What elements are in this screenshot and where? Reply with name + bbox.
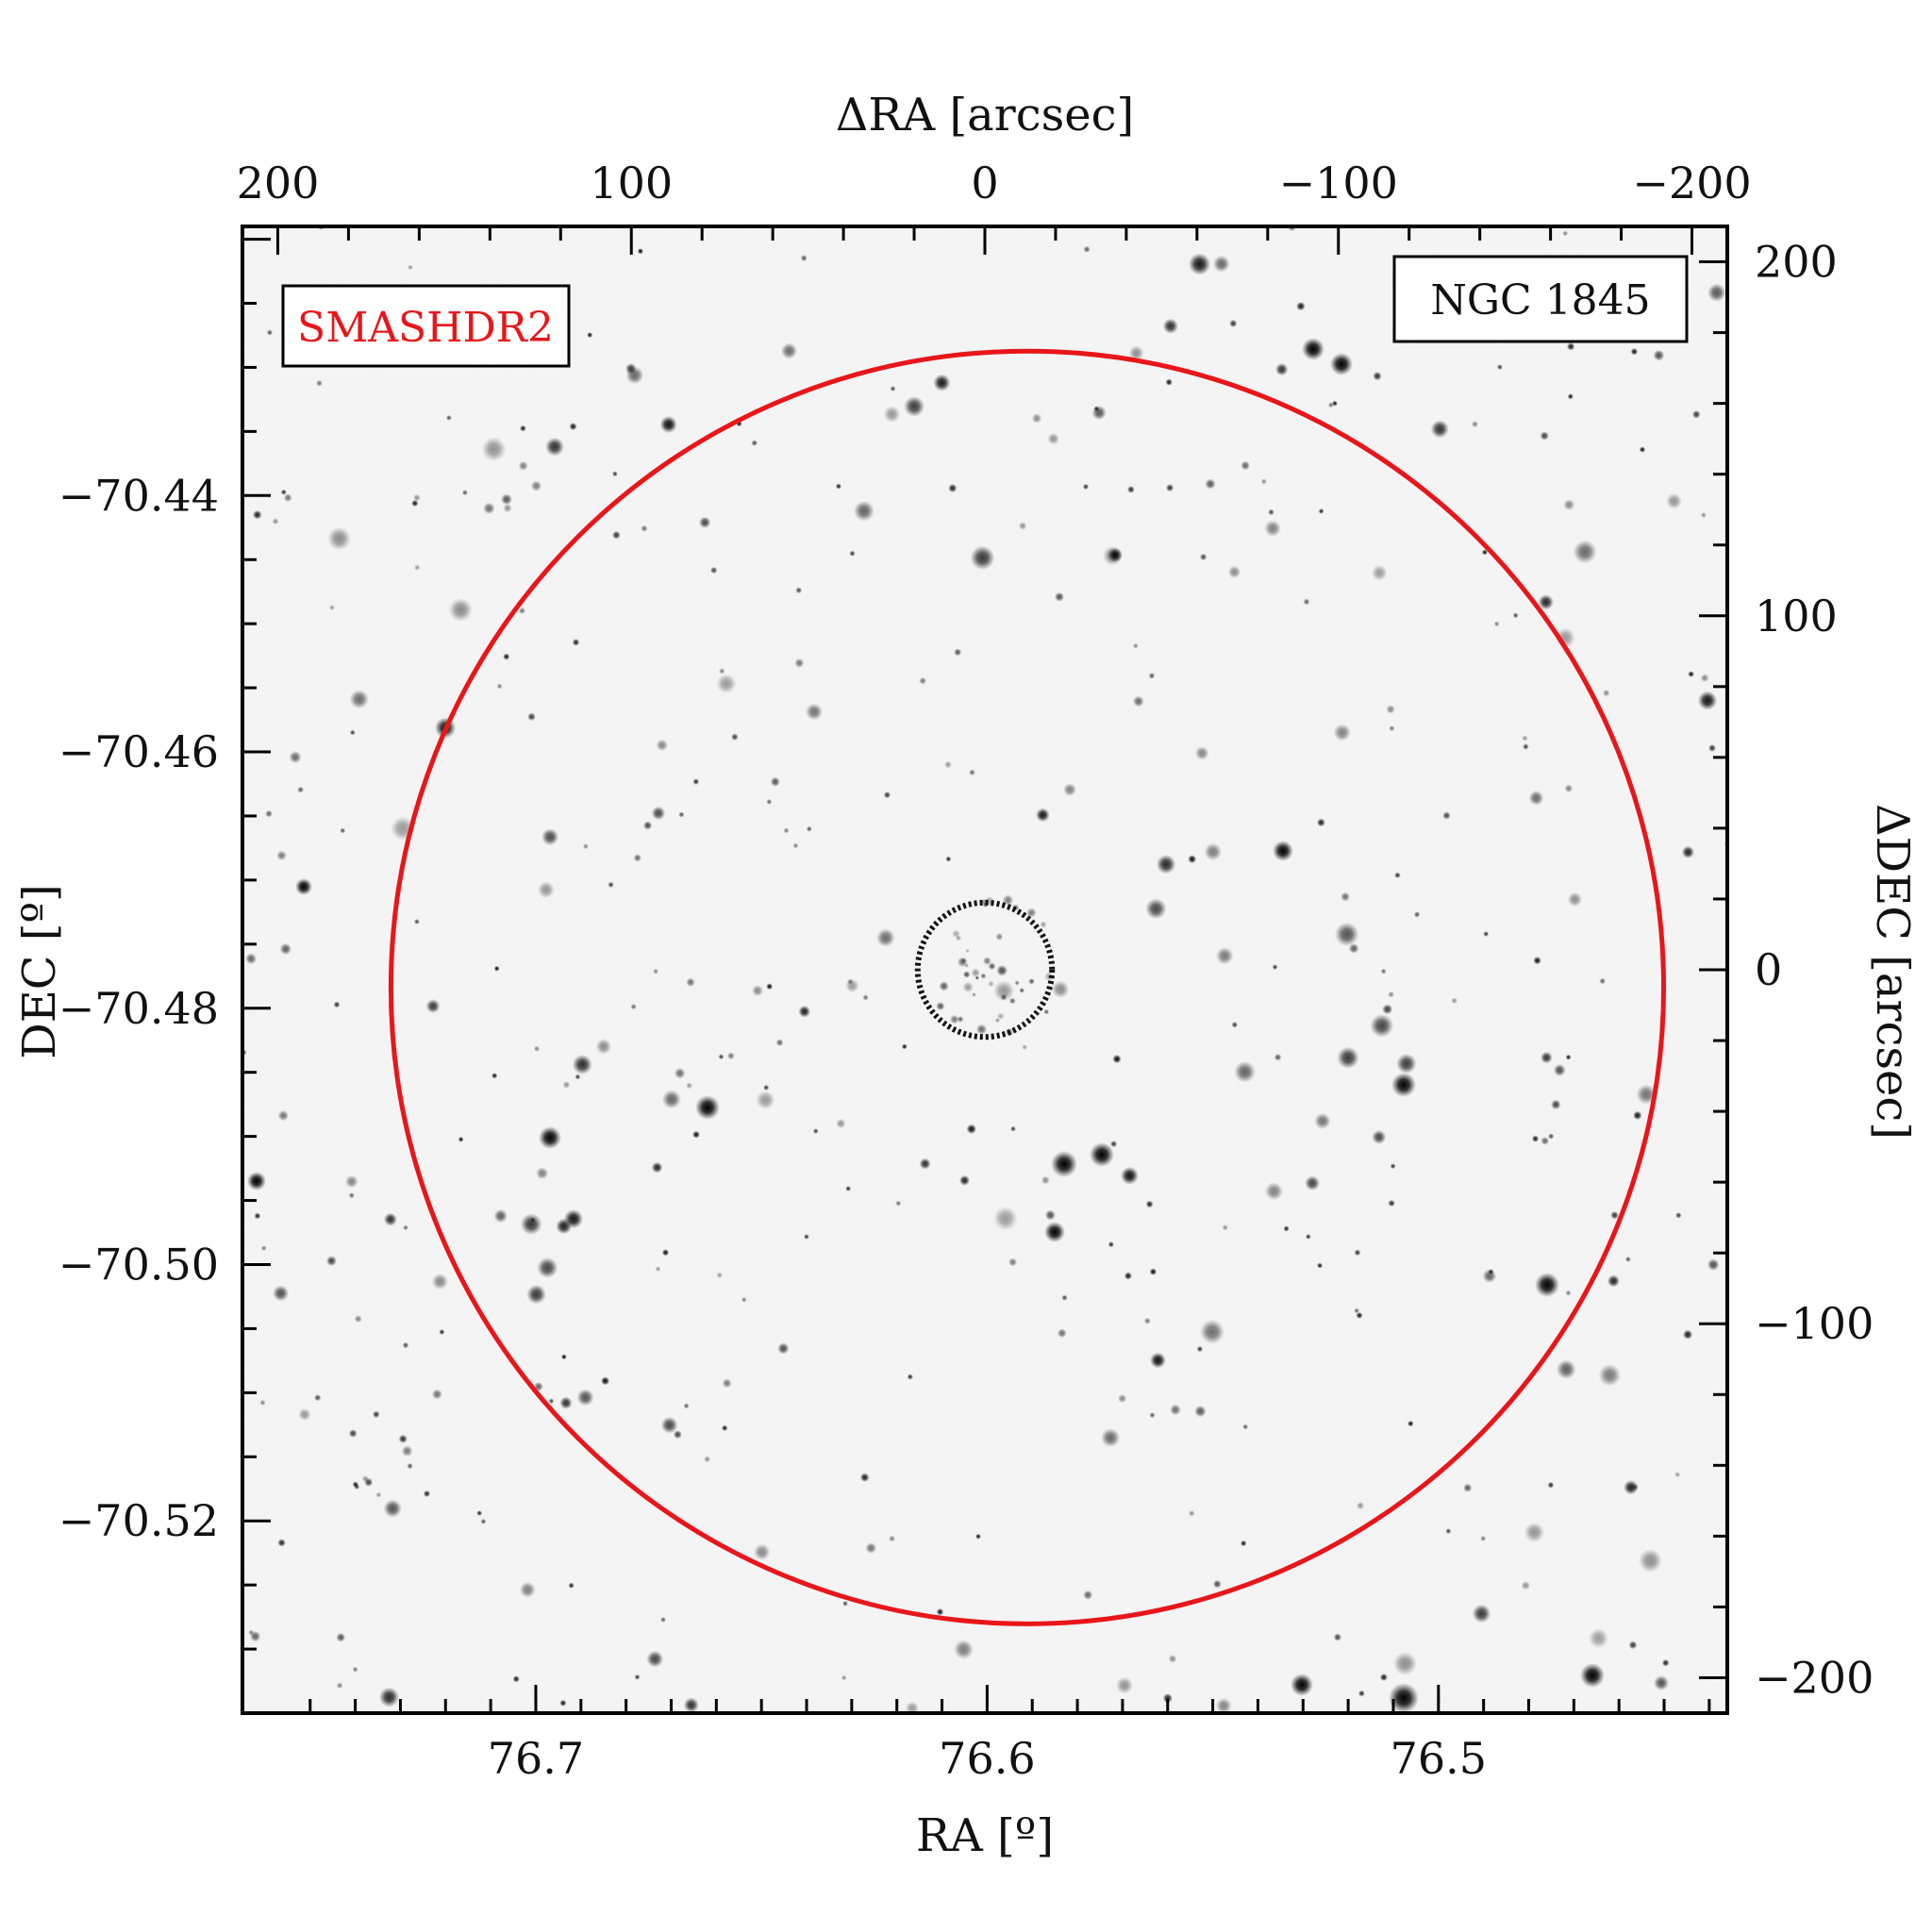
object-label: NGC 1845 bbox=[1430, 276, 1650, 325]
large-circle-region bbox=[388, 348, 1667, 1626]
left-tick-label: −70.50 bbox=[58, 1239, 219, 1290]
top-tick-label: 100 bbox=[590, 158, 673, 208]
left-tick-label: −70.52 bbox=[58, 1495, 219, 1546]
tick-labels: 76.7 76.6 76.5 −70.44 −70.46 −70.48 −70.50 −70.… bbox=[58, 158, 1874, 1784]
bottom-axis-title: RA [º] bbox=[916, 1809, 1054, 1862]
top-axis-title: ΔRA [arcsec] bbox=[836, 89, 1135, 142]
survey-label-box: SMASHDR2 bbox=[281, 284, 571, 368]
right-tick-label: 100 bbox=[1755, 591, 1838, 641]
tick-marks bbox=[242, 226, 1727, 1715]
star-field bbox=[242, 226, 1727, 1713]
object-label-box: NGC 1845 bbox=[1392, 255, 1689, 343]
right-tick-label: 0 bbox=[1755, 944, 1782, 995]
right-tick-label: −100 bbox=[1755, 1298, 1874, 1349]
cluster-circle-region bbox=[914, 899, 1056, 1041]
bottom-tick-label: 76.7 bbox=[488, 1733, 584, 1784]
survey-label: SMASHDR2 bbox=[297, 304, 554, 352]
top-tick-label: −100 bbox=[1279, 158, 1398, 208]
right-tick-label: −200 bbox=[1755, 1652, 1874, 1703]
bottom-tick-label: 76.5 bbox=[1391, 1733, 1487, 1784]
bottom-tick-label: 76.6 bbox=[939, 1733, 1035, 1784]
top-tick-label: 0 bbox=[971, 158, 998, 208]
left-tick-label: −70.46 bbox=[58, 726, 219, 777]
right-axis-title: ΔDEC [arcsec] bbox=[1866, 804, 1919, 1140]
left-tick-label: −70.48 bbox=[58, 983, 219, 1034]
sky-image bbox=[242, 226, 1727, 1713]
left-axis-title: DEC [º] bbox=[13, 884, 66, 1059]
left-tick-label: −70.44 bbox=[58, 470, 219, 521]
right-tick-label: 200 bbox=[1755, 237, 1838, 288]
top-tick-label: 200 bbox=[237, 158, 320, 208]
top-tick-label: −200 bbox=[1632, 158, 1751, 208]
